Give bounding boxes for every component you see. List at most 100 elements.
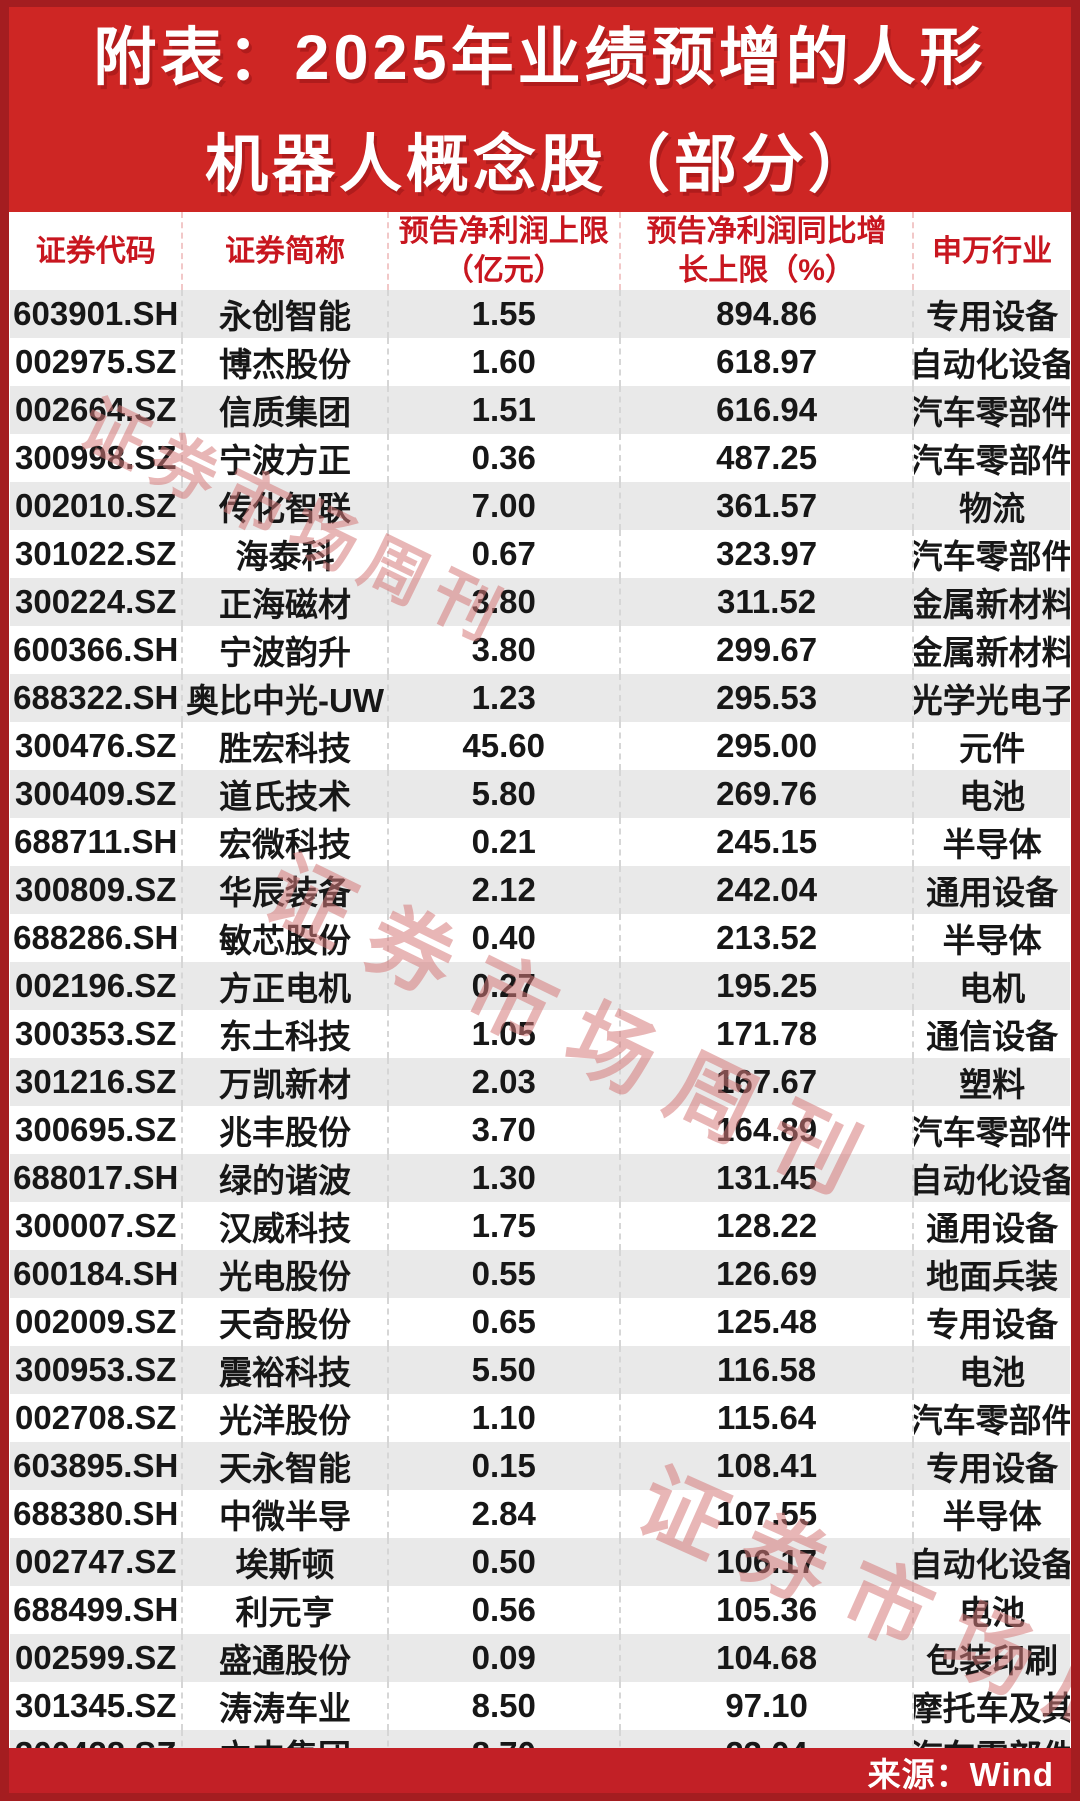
profit-limit-cell: 7.00: [386, 482, 619, 530]
industry-cell: 金属新材料: [912, 626, 1070, 674]
profit-limit-cell: 0.65: [386, 1298, 619, 1346]
industry-cell: 电机: [912, 962, 1070, 1010]
industry-cell: 金属新材料: [912, 578, 1070, 626]
stock-code-cell: 688017.SH: [13, 1159, 179, 1196]
column-header-text: 证券代码: [35, 234, 156, 268]
table-row: 300695.SZ 兆丰股份 3.70 164.89 汽车零部件: [10, 1106, 1070, 1154]
industry-cell: 自动化设备: [912, 1538, 1070, 1586]
stock-code-cell: 002009.SZ: [15, 1303, 177, 1340]
table-row: 688711.SH 宏微科技 0.21 245.15 半导体: [10, 818, 1070, 866]
stock-code-cell: 002599.SZ: [15, 1639, 177, 1676]
industry-cell: 汽车零部件: [912, 530, 1070, 578]
stock-name-cell: 汉威科技: [181, 1202, 386, 1250]
table-row: 688499.SH 利元亨 0.56 105.36 电池: [10, 1586, 1070, 1634]
stock-code-cell: 300953.SZ: [15, 1351, 177, 1388]
table-row: 603895.SH 天永智能 0.15 108.41 专用设备: [10, 1442, 1070, 1490]
table-row: 301345.SZ 涛涛车业 8.50 97.10 摩托车及其: [10, 1682, 1070, 1730]
stock-code-cell: 688711.SH: [14, 823, 178, 860]
growth-limit-cell: 323.97: [618, 530, 912, 578]
profit-limit-cell: 0.50: [386, 1538, 619, 1586]
profit-limit-cell: 3.70: [386, 1106, 619, 1154]
stock-name-cell: 绿的谐波: [181, 1154, 386, 1202]
column-header-stock-code: 证券代码: [10, 212, 181, 290]
stock-name-cell: 光电股份: [181, 1250, 386, 1298]
stock-code-cell: 002747.SZ: [15, 1543, 177, 1580]
growth-limit-cell: 125.48: [618, 1298, 912, 1346]
industry-cell: 摩托车及其: [912, 1682, 1070, 1730]
stock-code-cell: 002010.SZ: [15, 487, 177, 524]
stock-name-cell: 兆丰股份: [181, 1106, 386, 1154]
stock-code-cell: 300007.SZ: [15, 1207, 177, 1244]
table-row: 300809.SZ 华辰装备 2.12 242.04 通用设备: [10, 866, 1070, 914]
table-row: 301022.SZ 海泰科 0.67 323.97 汽车零部件: [10, 530, 1070, 578]
stock-code-cell: 300998.SZ: [15, 439, 177, 476]
table-row: 688017.SH 绿的谐波 1.30 131.45 自动化设备: [10, 1154, 1070, 1202]
growth-limit-cell: 105.36: [618, 1586, 912, 1634]
industry-cell: 专用设备: [912, 1298, 1070, 1346]
growth-limit-cell: 295.00: [618, 722, 912, 770]
stock-name-cell: 埃斯顿: [181, 1538, 386, 1586]
growth-limit-cell: 245.15: [618, 818, 912, 866]
title-banner: 附表：2025年业绩预增的人形 机器人概念股（部分）: [0, 0, 1080, 212]
industry-cell: 光学光电子: [912, 674, 1070, 722]
profit-limit-cell: 0.56: [386, 1586, 619, 1634]
stock-name-cell: 华辰装备: [181, 866, 386, 914]
profit-limit-cell: 0.67: [386, 530, 619, 578]
growth-limit-cell: 164.89: [618, 1106, 912, 1154]
industry-cell: 汽车零部件: [912, 386, 1070, 434]
profit-limit-cell: 0.15: [386, 1442, 619, 1490]
stock-code-cell: 300409.SZ: [15, 775, 177, 812]
table-row: 002975.SZ 博杰股份 1.60 618.97 自动化设备: [10, 338, 1070, 386]
stock-code-cell: 300809.SZ: [15, 871, 177, 908]
source-bar: 来源：Wind: [0, 1748, 1080, 1801]
stock-name-cell: 方正电机: [181, 962, 386, 1010]
industry-cell: 汽车零部件: [912, 434, 1070, 482]
profit-limit-cell: 2.03: [386, 1058, 619, 1106]
profit-limit-cell: 2.12: [386, 866, 619, 914]
column-header-text: 长上限（%）: [678, 254, 855, 287]
industry-cell: 自动化设备: [912, 1154, 1070, 1202]
profit-limit-cell: 1.60: [386, 338, 619, 386]
stock-code-cell: 600366.SH: [13, 631, 179, 668]
profit-limit-cell: 0.55: [386, 1250, 619, 1298]
industry-cell: 塑料: [912, 1058, 1070, 1106]
growth-limit-cell: 487.25: [618, 434, 912, 482]
stock-name-cell: 中微半导: [181, 1490, 386, 1538]
stock-code-cell: 002975.SZ: [15, 343, 177, 380]
table-row: 603901.SH 永创智能 1.55 894.86 专用设备: [10, 290, 1070, 338]
source-label: 来源：Wind: [867, 1755, 1054, 1793]
stock-code-cell: 002708.SZ: [15, 1399, 177, 1436]
industry-cell: 专用设备: [912, 1442, 1070, 1490]
growth-limit-cell: 894.86: [618, 290, 912, 338]
column-header-text: 预告净利润同比增: [646, 215, 887, 248]
stock-name-cell: 光洋股份: [181, 1394, 386, 1442]
table-row: 300353.SZ 东土科技 1.05 171.78 通信设备: [10, 1010, 1070, 1058]
stock-code-cell: 688499.SH: [13, 1591, 179, 1628]
stock-code-cell: 600184.SH: [13, 1255, 179, 1292]
table-row: 688286.SH 敏芯股份 0.40 213.52 半导体: [10, 914, 1070, 962]
stock-name-cell: 宏微科技: [181, 818, 386, 866]
stock-name-cell: 海泰科: [181, 530, 386, 578]
table-row: 600366.SH 宁波韵升 3.80 299.67 金属新材料: [10, 626, 1070, 674]
industry-cell: 通用设备: [912, 1202, 1070, 1250]
profit-limit-cell: 1.51: [386, 386, 619, 434]
table-row: 600184.SH 光电股份 0.55 126.69 地面兵装: [10, 1250, 1070, 1298]
table-row: 002708.SZ 光洋股份 1.10 115.64 汽车零部件: [10, 1394, 1070, 1442]
industry-cell: 半导体: [912, 818, 1070, 866]
growth-limit-cell: 616.94: [618, 386, 912, 434]
profit-limit-cell: 0.21: [386, 818, 619, 866]
column-header-profit-limit: 预告净利润上限 （亿元）: [386, 212, 619, 290]
stock-code-cell: 603895.SH: [13, 1447, 179, 1484]
stock-name-cell: 奥比中光-UW: [181, 674, 386, 722]
growth-limit-cell: 311.52: [618, 578, 912, 626]
industry-cell: 电池: [912, 1346, 1070, 1394]
growth-limit-cell: 171.78: [618, 1010, 912, 1058]
stock-name-cell: 利元亨: [181, 1586, 386, 1634]
table-row: 688322.SH 奥比中光-UW 1.23 295.53 光学光电子: [10, 674, 1070, 722]
growth-limit-cell: 126.69: [618, 1250, 912, 1298]
stock-name-cell: 正海磁材: [181, 578, 386, 626]
profit-limit-cell: 1.75: [386, 1202, 619, 1250]
industry-cell: 半导体: [912, 1490, 1070, 1538]
table-row: 300409.SZ 道氏技术 5.80 269.76 电池: [10, 770, 1070, 818]
